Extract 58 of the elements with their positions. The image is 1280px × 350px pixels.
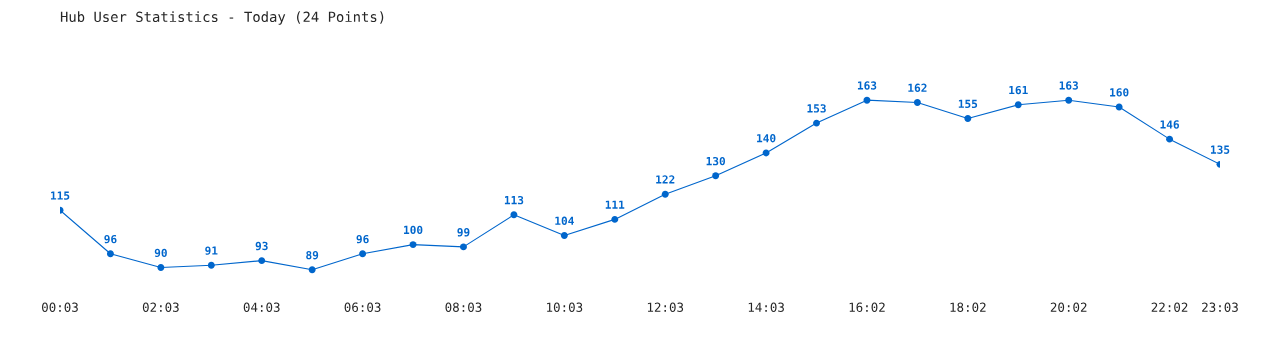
x-tick-label: 16:02 — [849, 302, 885, 312]
data-label: 96 — [104, 234, 117, 244]
point — [1014, 101, 1022, 109]
chart-title: Hub User Statistics - Today (24 Points) — [60, 11, 384, 25]
data-label: 96 — [356, 234, 369, 244]
point — [258, 257, 266, 265]
point — [611, 215, 619, 223]
data-label: 155 — [958, 99, 978, 109]
x-tick-label: 12:03 — [647, 302, 684, 312]
x-tick-label: 18:02 — [950, 302, 986, 312]
point — [712, 172, 720, 180]
data-label: 90 — [154, 248, 167, 258]
point — [409, 241, 417, 249]
point — [207, 261, 215, 269]
point — [863, 96, 871, 104]
x-tick-label: 04:03 — [243, 302, 280, 312]
point — [106, 250, 114, 258]
data-label: 111 — [605, 200, 625, 209]
data-label: 91 — [205, 246, 218, 255]
point — [510, 211, 518, 219]
data-label: 93 — [255, 241, 268, 251]
x-tick-label: 20:02 — [1050, 302, 1087, 312]
data-label: 161 — [1009, 85, 1028, 95]
data-label: 122 — [656, 175, 675, 184]
x-tick-label: 22:02 — [1151, 302, 1188, 312]
data-label: 104 — [555, 216, 574, 225]
x-tick-label: 08:03 — [445, 302, 482, 312]
point — [913, 99, 921, 106]
point — [661, 190, 669, 198]
point — [157, 264, 165, 271]
point — [1065, 96, 1073, 104]
data-label: 153 — [807, 104, 826, 113]
data-label: 163 — [857, 81, 877, 90]
point — [964, 115, 972, 122]
data-label: 135 — [1210, 145, 1230, 154]
x-tick-label: 02:03 — [142, 302, 179, 312]
point — [359, 250, 367, 258]
data-label: 160 — [1110, 88, 1129, 97]
data-label: 163 — [1059, 81, 1079, 90]
point — [813, 119, 820, 127]
x-tick-label: 23:03 — [1202, 302, 1238, 312]
point — [308, 266, 316, 274]
data-label: 99 — [457, 228, 470, 237]
x-tick-label: 10:03 — [547, 302, 583, 312]
point — [1166, 135, 1174, 143]
data-label: 140 — [757, 134, 776, 143]
data-label: 100 — [404, 225, 423, 235]
point — [560, 231, 568, 239]
data-label: 115 — [50, 191, 70, 200]
data-label: 130 — [706, 156, 726, 166]
x-tick-label: 00:03 — [42, 302, 78, 312]
data-label: 113 — [504, 195, 524, 205]
data-label: 146 — [1160, 120, 1179, 129]
data-label: 89 — [306, 250, 319, 260]
data-label: 162 — [908, 83, 927, 92]
x-tick-label: 06:03 — [344, 302, 381, 312]
point — [460, 243, 467, 251]
x-tick-label: 14:03 — [748, 302, 784, 312]
